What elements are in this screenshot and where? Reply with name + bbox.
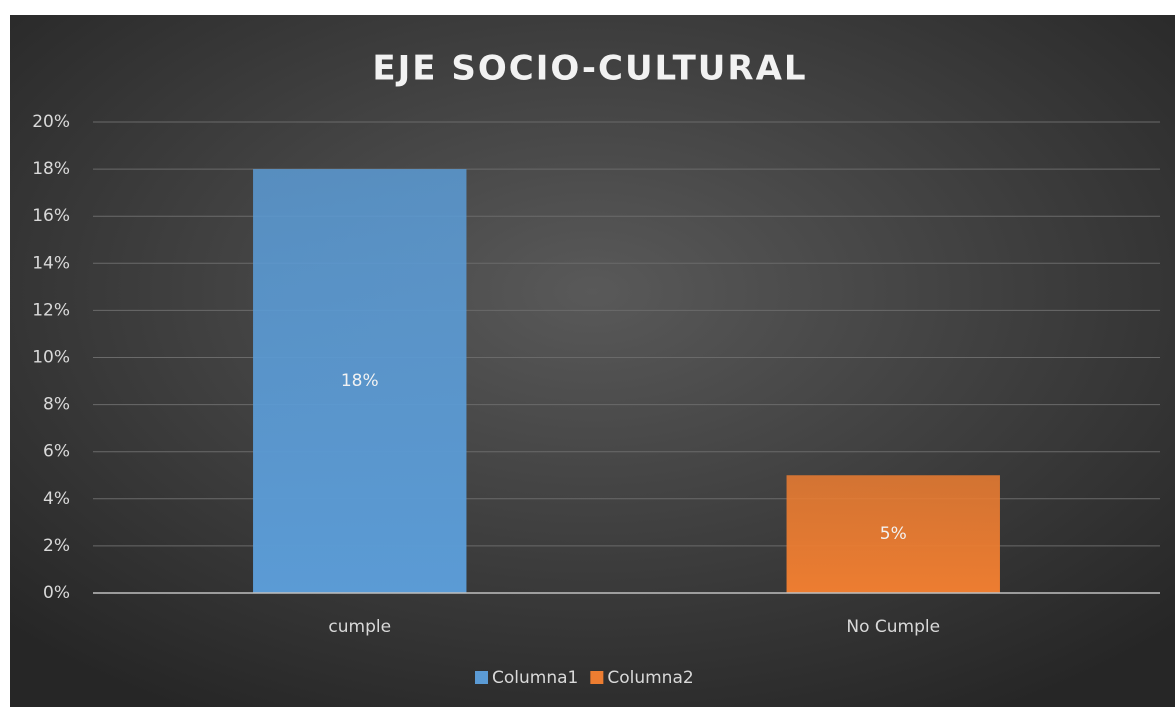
chart-title: EJE SOCIO-CULTURAL <box>372 49 807 89</box>
y-tick-label: 10% <box>32 348 70 368</box>
y-tick-label: 4% <box>43 489 70 509</box>
x-tick-label: cumple <box>328 617 391 637</box>
y-tick-label: 18% <box>32 159 70 179</box>
data-label: 5% <box>880 524 907 544</box>
y-tick-label: 0% <box>43 583 70 603</box>
y-tick-label: 20% <box>32 112 70 132</box>
legend-label: Columna2 <box>607 668 693 688</box>
chart-background <box>10 15 1175 707</box>
bar <box>786 475 1000 593</box>
y-tick-label: 14% <box>32 253 70 273</box>
legend-swatch <box>590 671 604 684</box>
bar <box>253 169 467 593</box>
y-tick-label: 6% <box>43 442 70 462</box>
legend-swatch <box>475 671 488 684</box>
legend-label: Columna1 <box>492 668 578 688</box>
y-tick-label: 12% <box>32 300 70 320</box>
x-tick-label: No Cumple <box>846 617 940 637</box>
y-tick-label: 8% <box>43 395 70 415</box>
y-tick-label: 16% <box>32 206 70 226</box>
data-label: 18% <box>341 371 379 391</box>
y-tick-label: 2% <box>43 536 70 556</box>
